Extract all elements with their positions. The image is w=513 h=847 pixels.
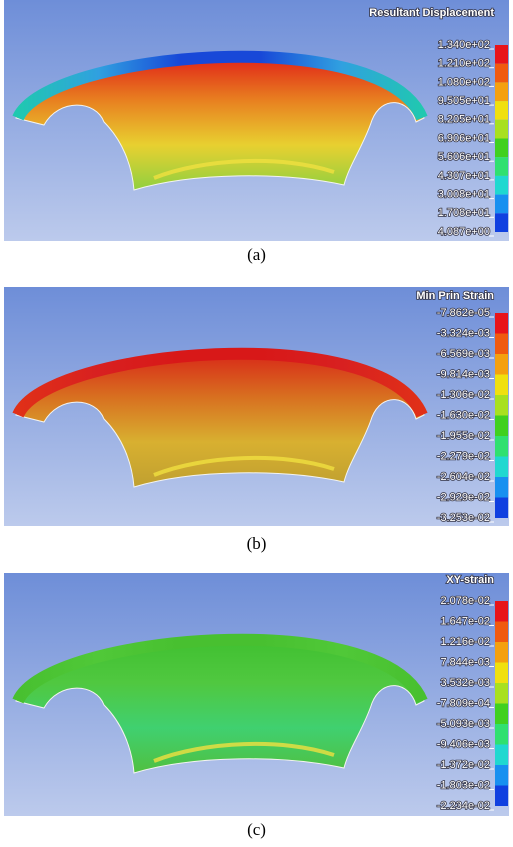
legend-swatch: [495, 683, 508, 704]
legend-swatch: [495, 313, 508, 334]
inner-ridge: [153, 741, 335, 763]
legend-label: -2.929e-02: [437, 491, 490, 503]
legend-swatch: [495, 456, 508, 477]
legend-swatch: [495, 662, 508, 683]
min-strain-plot: Min Prin Strain -7.862e-05 -3.324e-03 -6.56…: [4, 287, 509, 526]
legend-swatch: [495, 744, 508, 765]
legend-swatch: [495, 601, 508, 622]
legend-label: -9.814e-03: [437, 368, 490, 380]
legend-label: -2.279e-02: [437, 450, 490, 462]
inner-ridge: [153, 455, 335, 477]
caption: (a): [247, 245, 266, 264]
legend-label: 3.532e-03: [440, 677, 490, 689]
legend-label: 1.210e+02: [438, 58, 490, 70]
legend-label: -2.604e-02: [437, 471, 490, 483]
legend-swatch: [495, 436, 508, 457]
legend-swatch: [495, 101, 508, 120]
displacement-plot: Resultant Displacement 1.340e+02 1.210e+02…: [4, 0, 509, 241]
legend-swatch: [495, 724, 508, 745]
legend-swatch: [495, 374, 508, 395]
model: [12, 347, 428, 488]
legend-label: 2.078e-02: [440, 595, 490, 607]
legend-swatch: [495, 415, 508, 436]
legend-label: -7.862e-05: [437, 307, 490, 319]
legend-swatch: [495, 333, 508, 354]
legend-label: -3.253e-02: [437, 512, 490, 524]
legend-swatch: [495, 785, 508, 806]
legend-label: 7.844e-03: [440, 656, 490, 668]
legend-swatch: [495, 45, 508, 64]
legend-label: -6.569e-03: [437, 348, 490, 360]
legend-label: 1.708e+01: [438, 207, 490, 219]
legend-label: -2.234e-02: [437, 800, 490, 812]
legend-swatch: [495, 82, 508, 102]
legend-label: 1.647e-02: [440, 615, 490, 627]
legend-label: -1.306e-02: [437, 389, 490, 401]
legend-swatch: [495, 138, 508, 158]
legend-title: XY-strain: [446, 574, 494, 586]
legend-label: -1.803e-02: [437, 779, 490, 791]
legend-label: 1.216e-02: [440, 636, 490, 648]
legend-swatch: [495, 213, 508, 232]
shell-rim: [12, 50, 428, 122]
legend-swatch: [495, 157, 508, 176]
legend-swatch: [495, 119, 508, 139]
legend-label: 9.505e+01: [438, 95, 490, 107]
legend-label: 1.080e+02: [438, 76, 490, 88]
legend-label: -1.630e-02: [437, 409, 490, 421]
legend-label: 8.205e+01: [438, 114, 490, 126]
shell-rim: [12, 347, 428, 419]
legend-swatch: [495, 354, 508, 375]
legend-swatch: [495, 703, 508, 724]
legend-swatch: [495, 642, 508, 663]
shell-rim: [12, 633, 428, 705]
xy-strain-plot: XY-strain 2.078e-02 1.647e-02 1.216e-02 7.84…: [4, 573, 509, 816]
legend-title: Resultant Displacement: [369, 7, 494, 19]
legend-label: 4.087e+00: [438, 226, 490, 238]
legend-label: -9.406e-03: [437, 738, 490, 750]
legend-label: 3.008e+01: [438, 189, 490, 201]
legend-swatch: [495, 497, 508, 518]
legend-label: 1.340e+02: [438, 39, 490, 51]
caption: (b): [246, 534, 267, 553]
legend-label: -1.955e-02: [437, 430, 490, 442]
legend-swatch: [495, 194, 508, 214]
legend-label: -5.093e-03: [437, 718, 490, 730]
legend-label: -1.372e-02: [437, 759, 490, 771]
legend-title: Min Prin Strain: [416, 290, 494, 302]
legend-swatch: [495, 477, 508, 498]
legend-swatch: [495, 621, 508, 642]
caption: (c): [247, 820, 266, 839]
legend-label: -7.809e-04: [437, 697, 490, 709]
inner-ridge: [153, 158, 335, 180]
legend-label: -3.324e-03: [437, 327, 490, 339]
model: [12, 633, 428, 774]
legend-label: 4.307e+01: [438, 170, 490, 182]
legend-swatch: [495, 765, 508, 786]
legend-label: 6.906e+01: [438, 132, 490, 144]
model: [12, 50, 428, 191]
legend-swatch: [495, 63, 508, 83]
legend-swatch: [495, 395, 508, 416]
legend-swatch: [495, 175, 508, 195]
legend-label: 5.606e+01: [438, 151, 490, 163]
